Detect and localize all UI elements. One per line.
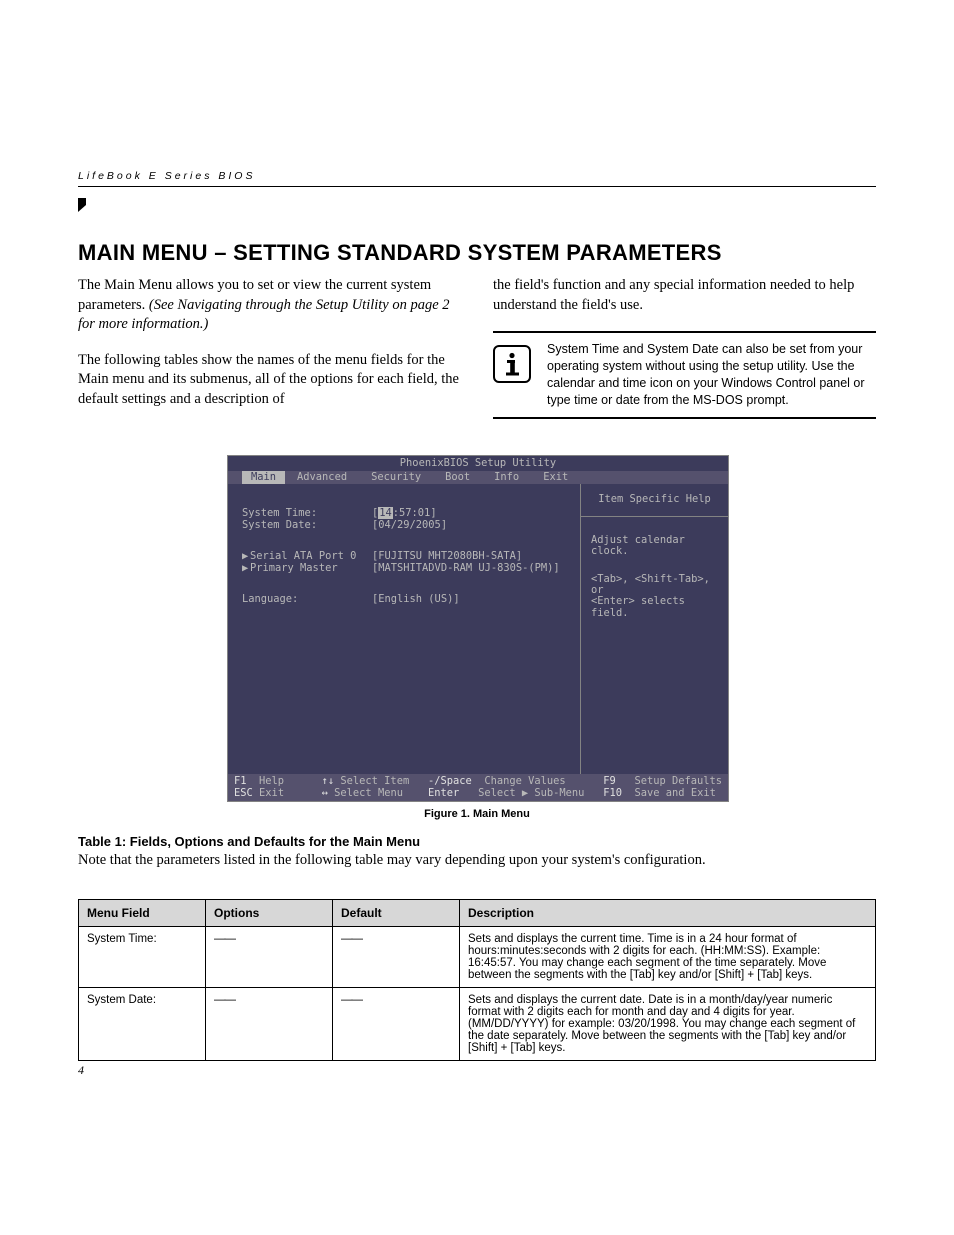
th-default: Default xyxy=(333,899,460,926)
bios-screenshot: PhoenixBIOS Setup Utility Main Advanced … xyxy=(227,455,729,802)
table-header-row: Menu Field Options Default Description xyxy=(79,899,876,926)
bios-help-line1: Adjust calendar clock. xyxy=(591,535,720,558)
figure-caption: Figure 1. Main Menu xyxy=(78,808,876,820)
table-row: System Time: —— —— Sets and displays the… xyxy=(79,926,876,987)
info-text: System Time and System Date can also be … xyxy=(547,341,876,409)
bios-tab-main: Main xyxy=(242,471,285,484)
page-title: MAIN MENU – SETTING STANDARD SYSTEM PARA… xyxy=(78,240,876,266)
bios-lang-label: Language: xyxy=(242,594,372,605)
td-desc: Sets and displays the current date. Date… xyxy=(460,987,876,1060)
bios-system-time-label: System Time: xyxy=(242,508,372,519)
bios-pm-label: ▶Primary Master xyxy=(242,563,372,574)
bios-tab-boot: Boot xyxy=(433,471,482,484)
td-default: —— xyxy=(333,987,460,1060)
bios-tab-advanced: Advanced xyxy=(285,471,359,484)
td-field: System Time: xyxy=(79,926,206,987)
td-default: —— xyxy=(333,926,460,987)
td-field: System Date: xyxy=(79,987,206,1060)
th-menu-field: Menu Field xyxy=(79,899,206,926)
bios-system-time-value: [14:57:01] xyxy=(372,508,437,519)
td-options: —— xyxy=(206,987,333,1060)
bios-left-panel: System Time: [14:57:01] System Date: [04… xyxy=(228,484,581,774)
bios-help-line2: <Tab>, <Shift-Tab>, or xyxy=(591,574,720,597)
table-note: Note that the parameters listed in the f… xyxy=(78,851,876,871)
page-number: 4 xyxy=(78,1063,876,1078)
bios-menu: Main Advanced Security Boot Info Exit xyxy=(228,471,728,484)
fields-table: Menu Field Options Default Description S… xyxy=(78,899,876,1061)
bios-tab-security: Security xyxy=(359,471,433,484)
bios-system-date-label: System Date: xyxy=(242,520,372,531)
th-description: Description xyxy=(460,899,876,926)
bios-help-title: Item Specific Help xyxy=(581,484,728,516)
bios-help-line3: <Enter> selects field. xyxy=(591,596,720,619)
table-row: System Date: —— —— Sets and displays the… xyxy=(79,987,876,1060)
running-header: LifeBook E Series BIOS xyxy=(78,170,876,187)
bios-footer: F1 Help ↑↓ Select Item -/Space Change Va… xyxy=(228,774,728,801)
intro-p1: The Main Menu allows you to set or view … xyxy=(78,276,461,335)
bios-lang-value: [English (US)] xyxy=(372,594,460,605)
bios-tab-info: Info xyxy=(482,471,531,484)
td-options: —— xyxy=(206,926,333,987)
td-desc: Sets and displays the current time. Time… xyxy=(460,926,876,987)
th-options: Options xyxy=(206,899,333,926)
info-icon xyxy=(493,345,531,383)
intro-p3: the field's function and any special inf… xyxy=(493,276,876,315)
bios-system-date-value: [04/29/2005] xyxy=(372,520,447,531)
intro-p2: The following tables show the names of t… xyxy=(78,351,461,410)
bios-pm-value: [MATSHITADVD-RAM UJ-830S-(PM)] xyxy=(372,563,560,574)
bios-title: PhoenixBIOS Setup Utility xyxy=(228,456,728,470)
bios-sata-value: [FUJITSU MHT2080BH-SATA] xyxy=(372,551,522,562)
table-heading: Table 1: Fields, Options and Defaults fo… xyxy=(78,834,876,849)
tab-marker xyxy=(78,198,86,212)
bios-tab-exit: Exit xyxy=(531,471,580,484)
info-box: System Time and System Date can also be … xyxy=(493,331,876,419)
bios-help-panel: Item Specific Help Adjust calendar clock… xyxy=(581,484,728,774)
